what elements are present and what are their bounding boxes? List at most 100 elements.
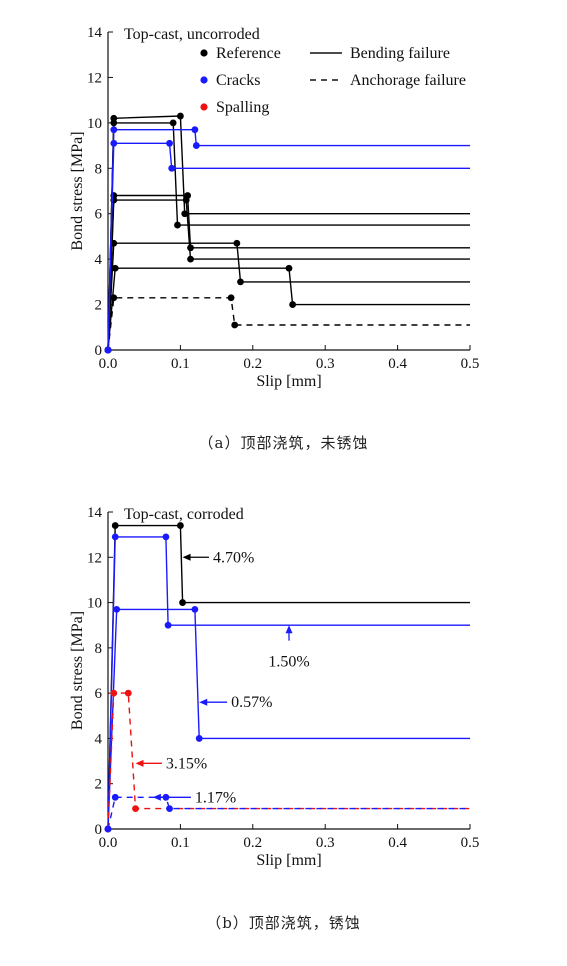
series-marker: [110, 126, 118, 134]
series-marker: [110, 689, 118, 697]
y-tick-label: 14: [87, 505, 103, 521]
series-marker: [187, 255, 194, 263]
y-tick-label: 8: [95, 641, 103, 657]
x-tick-label: 0.5: [461, 356, 480, 372]
y-axis-title: Bond stress [MPa]: [69, 611, 86, 730]
series-marker: [237, 278, 244, 286]
legend-marker: [200, 103, 208, 111]
chart-panel-b: 0 2 4 6 8 10 12 14 0.0 0.1 0.2 0.3 0.4 0.5 Slip [mm] Bo…: [69, 505, 479, 869]
series-marker: [111, 522, 119, 529]
x-tick-label: 0.0: [99, 835, 118, 851]
x-axis-title: Slip [mm]: [256, 373, 321, 390]
x-tick-label: 0.4: [388, 835, 407, 851]
y-tick-label: 14: [87, 25, 103, 41]
series-marker: [166, 805, 173, 813]
series-marker: [289, 301, 297, 308]
annotation-arrow-head: [135, 759, 144, 767]
x-axis-title: Slip [mm]: [256, 852, 321, 869]
y-tick-label: 4: [95, 731, 103, 747]
x-tick-label: 0.1: [171, 356, 190, 372]
series-marker: [168, 164, 176, 172]
series-line: [107, 796, 470, 830]
series-line: [107, 142, 470, 351]
series-line: [107, 524, 470, 830]
series-marker: [111, 793, 119, 801]
series-marker: [233, 239, 241, 247]
annotation-arrow-head: [152, 793, 161, 801]
series-marker: [191, 126, 199, 134]
series-marker: [177, 522, 184, 529]
y-tick-label: 10: [87, 116, 102, 132]
x-tick-label: 0.1: [171, 835, 190, 851]
series-marker: [192, 142, 200, 149]
series-marker: [166, 139, 173, 147]
series-marker: [182, 196, 190, 204]
legend-label: Reference: [216, 45, 281, 62]
legend-marker: [200, 76, 208, 84]
series-marker: [111, 264, 119, 272]
legend-label: Spalling: [216, 99, 269, 116]
annotation-arrow-head: [285, 625, 293, 634]
series-marker: [191, 605, 199, 613]
legend-marker: [200, 49, 208, 57]
series-marker: [162, 533, 170, 541]
legend-label: Cracks: [216, 72, 260, 89]
series-marker: [113, 605, 121, 613]
x-tick-label: 0.3: [316, 835, 335, 851]
chart-title: Top-cast, corroded: [124, 506, 244, 523]
y-tick-label: 0: [95, 822, 103, 838]
caption-a: （a）顶部浇筑，未锈蚀: [198, 434, 369, 452]
series-line: [107, 297, 470, 351]
series-line: [107, 692, 470, 830]
y-tick-label: 2: [95, 777, 103, 793]
series-marker: [187, 244, 194, 252]
series-marker: [285, 264, 293, 272]
series-marker: [110, 119, 118, 127]
x-tick-label: 0.2: [243, 356, 262, 372]
series-line: [107, 128, 470, 351]
x-tick-label: 0.4: [388, 356, 407, 372]
series-marker: [110, 239, 118, 247]
series-marker: [124, 689, 132, 697]
series-marker: [110, 294, 118, 302]
series-marker: [177, 112, 184, 120]
series-marker: [174, 221, 181, 229]
series-marker: [231, 321, 239, 329]
y-tick-label: 12: [87, 550, 102, 566]
chart-panel-a: 0 2 4 6 8 10 12 14 0.0 0.1 0.2 0.3 0.4 0.5 Slip [mm] Bo…: [69, 25, 479, 390]
annotation-arrow-head: [199, 698, 208, 706]
annotation-arrow-head: [182, 553, 191, 561]
y-axis-title: Bond stress [MPa]: [69, 131, 86, 250]
legend-label: Anchorage failure: [350, 72, 466, 89]
annotation-label: 0.57%: [231, 694, 272, 711]
caption-b: （b）顶部浇筑，锈蚀: [206, 914, 361, 932]
series-marker: [179, 599, 186, 606]
series-line: [107, 115, 470, 351]
y-tick-label: 6: [95, 207, 103, 223]
y-tick-label: 8: [95, 161, 103, 177]
series-line: [107, 608, 470, 830]
x-tick-label: 0.2: [243, 835, 262, 851]
chart-title: Top-cast, uncorroded: [124, 26, 260, 43]
series-line: [107, 536, 470, 830]
y-tick-label: 4: [95, 252, 103, 268]
annotation-label: 4.70%: [213, 549, 254, 566]
series-marker: [132, 805, 139, 813]
legend-label: Bending failure: [350, 45, 450, 62]
series-marker: [104, 346, 112, 354]
y-tick-label: 6: [95, 686, 103, 702]
y-tick-label: 2: [95, 298, 103, 314]
x-tick-label: 0.5: [461, 835, 480, 851]
annotation-label: 1.17%: [195, 789, 236, 806]
annotation-label: 1.50%: [268, 654, 309, 671]
series-marker: [111, 533, 119, 541]
series-line: [107, 267, 470, 351]
x-tick-label: 0.0: [99, 356, 118, 372]
y-tick-label: 10: [87, 596, 102, 612]
series-marker: [227, 294, 235, 302]
series-line: [107, 122, 470, 351]
series-marker: [169, 119, 177, 127]
series-marker: [104, 825, 112, 833]
annotation-label: 3.15%: [166, 755, 207, 772]
